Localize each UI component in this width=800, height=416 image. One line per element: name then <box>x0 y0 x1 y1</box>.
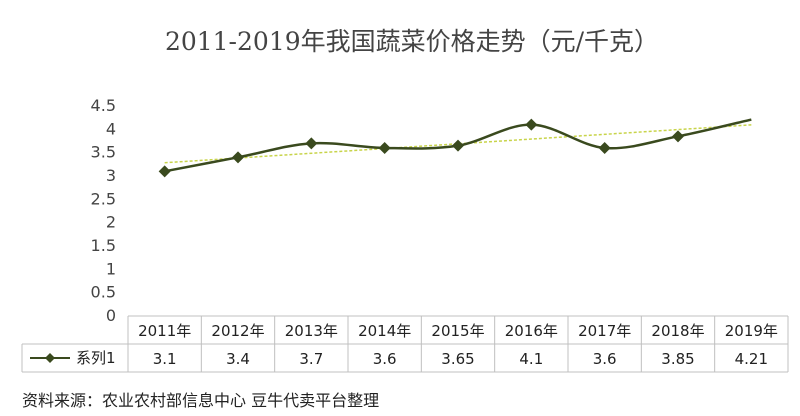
data-value-label: 3.6 <box>373 350 397 368</box>
x-category-label: 2016年 <box>505 322 558 340</box>
data-value-label: 3.65 <box>441 350 474 368</box>
y-tick-label: 2 <box>106 213 116 232</box>
y-axis: 0 0.5 1 1.5 2 2.5 3 3.5 4 4.5 <box>91 96 116 325</box>
y-tick-label: 0 <box>106 306 116 325</box>
y-tick-label: 1 <box>106 259 116 278</box>
data-point <box>672 130 684 143</box>
y-tick-label: 4 <box>106 119 116 138</box>
data-value-label: 3.6 <box>593 350 617 368</box>
x-category-label: 2014年 <box>358 322 411 340</box>
data-point <box>305 137 318 150</box>
x-category-label: 2013年 <box>285 322 338 340</box>
data-value-label: 3.85 <box>661 350 694 368</box>
x-category-label: 2015年 <box>431 322 484 340</box>
trendline-group <box>164 124 752 164</box>
x-category-label: 2011年 <box>138 322 191 340</box>
y-tick-label: 2.5 <box>91 189 116 208</box>
trendline <box>164 124 752 164</box>
data-value-label: 3.7 <box>299 350 323 368</box>
y-tick-label: 1.5 <box>91 236 116 255</box>
data-point <box>598 142 611 154</box>
y-tick-label: 3.5 <box>91 143 116 162</box>
y-tick-label: 4.5 <box>91 96 116 115</box>
data-table: 2011年 2012年 2013年 2014年 2015年 2016年 2017年 2018年… <box>21 315 789 373</box>
y-tick-label: 0.5 <box>91 283 116 302</box>
data-point <box>232 151 244 164</box>
data-value-label: 4.21 <box>735 350 768 368</box>
data-value-label: 4.1 <box>519 350 543 368</box>
data-point <box>452 139 464 152</box>
x-category-label: 2018年 <box>651 322 704 340</box>
series-group <box>158 118 752 178</box>
legend-label: 系列1 <box>76 349 116 367</box>
y-tick-label: 3 <box>106 166 116 185</box>
x-category-label: 2012年 <box>211 322 264 340</box>
data-point <box>158 165 171 178</box>
source-note: 资料来源：农业农村部信息中心 豆牛代卖平台整理 <box>22 391 379 410</box>
chart-title: 2011-2019年我国蔬菜价格走势（元/千克） <box>165 27 659 56</box>
x-category-label: 2019年 <box>725 322 778 340</box>
data-point <box>525 118 538 131</box>
data-value-label: 3.1 <box>153 350 177 368</box>
legend-marker <box>45 353 55 363</box>
data-point <box>378 142 391 154</box>
data-value-label: 3.4 <box>226 350 250 368</box>
x-category-label: 2017年 <box>578 322 631 340</box>
